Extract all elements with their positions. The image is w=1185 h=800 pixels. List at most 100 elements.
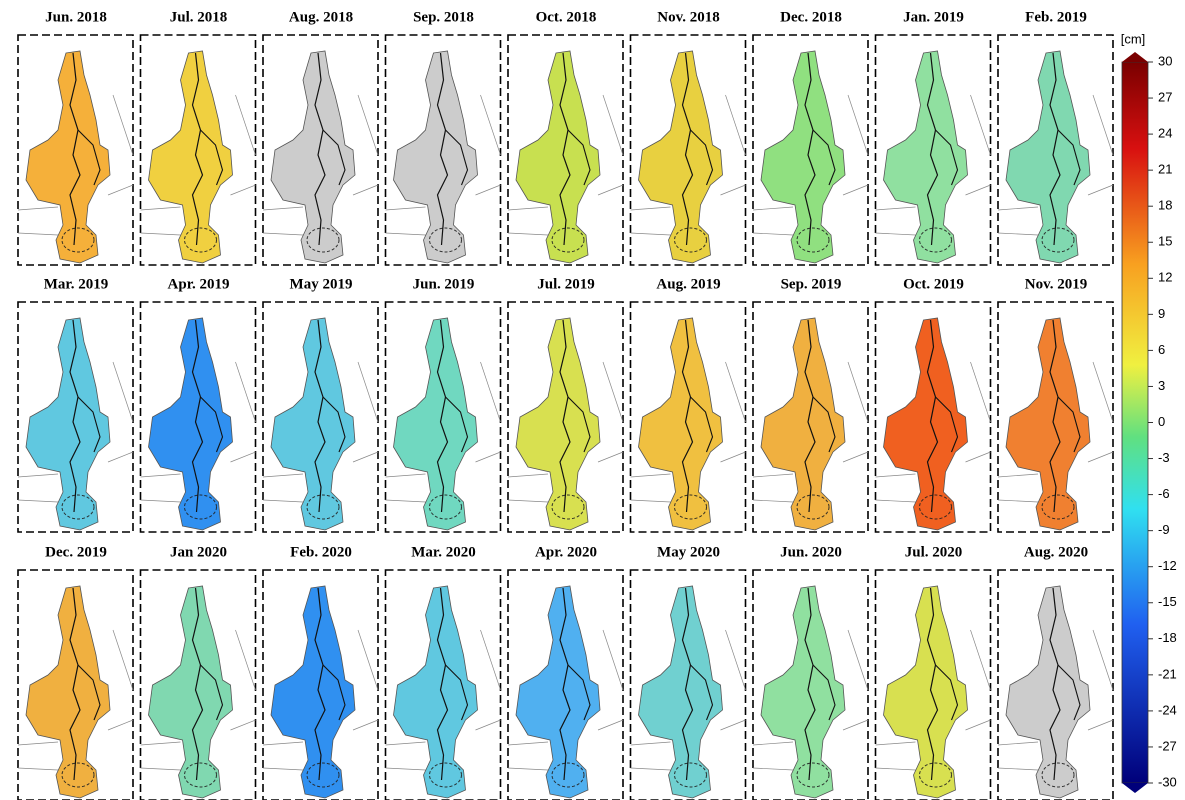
panel-title: Jun. 2019: [413, 276, 475, 292]
colorbar-max-arrow: [1122, 52, 1148, 62]
river: [436, 52, 449, 246]
river-branch: [812, 664, 836, 721]
lake-region: [796, 227, 830, 253]
panel-title: Apr. 2020: [535, 544, 597, 560]
basin: [883, 317, 968, 531]
panel-title: Apr. 2019: [168, 276, 230, 292]
river: [1049, 319, 1061, 513]
panel-title: Sep. 2019: [781, 276, 842, 292]
panel-title: Aug. 2018: [289, 9, 353, 25]
country-borders: [385, 94, 501, 236]
panel-title: May 2020: [657, 544, 720, 560]
colorbar-tick-label: 0: [1158, 414, 1165, 429]
map-panel: [997, 301, 1114, 533]
map-panel: [384, 301, 502, 533]
river-branch: [77, 396, 101, 453]
river-branch: [322, 396, 346, 453]
river: [559, 319, 571, 513]
river-branch: [322, 664, 346, 721]
river-branch: [935, 396, 959, 453]
lake-region: [674, 762, 707, 788]
river: [69, 319, 81, 513]
river: [191, 319, 204, 513]
panel-title: Nov. 2018: [657, 9, 720, 25]
map-panel: [874, 301, 992, 533]
panel-title: Jul. 2020: [905, 544, 963, 560]
country-borders: [17, 361, 134, 503]
river: [436, 587, 449, 781]
panel-title: May 2019: [290, 276, 353, 292]
river-branch: [1057, 664, 1081, 721]
basin: [638, 50, 723, 264]
basin: [1005, 317, 1091, 531]
country-borders: [385, 629, 501, 771]
country-borders: [997, 629, 1114, 771]
country-borders: [752, 94, 869, 236]
country-borders: [17, 629, 134, 771]
country-borders: [752, 361, 869, 503]
panel-title: Nov. 2019: [1025, 276, 1088, 292]
panel-title: Jan 2020: [170, 544, 227, 560]
basin: [25, 50, 111, 264]
lake-region: [61, 762, 95, 788]
lake-region: [306, 762, 340, 788]
map-panel: [752, 569, 869, 800]
country-borders: [507, 629, 624, 771]
country-borders: [17, 94, 134, 236]
map-panel: [139, 34, 257, 266]
river: [69, 587, 81, 781]
lake-region: [674, 227, 707, 253]
lake-region: [551, 227, 585, 253]
river-branch: [200, 129, 224, 186]
map-panel: [384, 569, 502, 800]
country-borders: [140, 361, 256, 503]
country-borders: [997, 94, 1114, 236]
map-panel: [629, 569, 747, 800]
country-borders: [507, 94, 624, 236]
river: [314, 52, 326, 246]
country-borders: [997, 361, 1114, 503]
colorbar-tick-label: -21: [1158, 666, 1177, 681]
river: [314, 587, 326, 781]
panel-title: Jul. 2019: [537, 276, 595, 292]
country-borders: [875, 629, 991, 771]
map-panel: [262, 569, 379, 800]
river-branch: [77, 664, 101, 721]
lake-region: [796, 494, 830, 520]
panel-title: Jun. 2020: [780, 544, 842, 560]
country-borders: [875, 361, 991, 503]
basin: [393, 317, 478, 531]
colorbar: [1121, 61, 1149, 784]
basin: [760, 50, 846, 264]
lake-region: [1041, 227, 1075, 253]
basin: [270, 317, 356, 531]
river: [1049, 52, 1061, 246]
river-branch: [812, 129, 836, 186]
lake-region: [796, 762, 830, 788]
panel-title: Dec. 2019: [45, 544, 107, 560]
river: [681, 587, 694, 781]
map-panel: [139, 569, 257, 800]
country-borders: [630, 94, 746, 236]
basin: [515, 585, 601, 799]
panel-title: Oct. 2018: [536, 9, 597, 25]
basin: [515, 317, 601, 531]
colorbar-unit: [cm]: [1121, 31, 1146, 46]
lake-region: [1041, 494, 1075, 520]
panel-title: Jan. 2019: [903, 9, 964, 25]
river-branch: [567, 396, 591, 453]
lake-region: [61, 494, 95, 520]
panel-title: Dec. 2018: [780, 9, 842, 25]
river: [681, 52, 694, 246]
river-branch: [200, 664, 224, 721]
colorbar-min-arrow: [1122, 783, 1148, 793]
basin: [638, 585, 723, 799]
river-branch: [567, 664, 591, 721]
river: [804, 52, 816, 246]
colorbar-tick-label: -9: [1158, 522, 1170, 537]
basin: [760, 585, 846, 799]
lake-region: [919, 227, 952, 253]
basin: [1005, 585, 1091, 799]
panel-title: Feb. 2019: [1025, 9, 1087, 25]
